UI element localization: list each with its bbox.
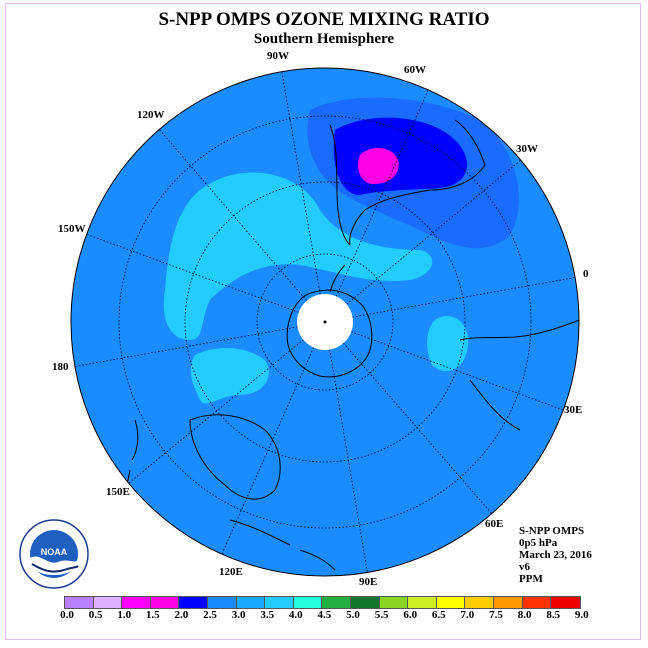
colorbar-segment	[293, 597, 323, 608]
colorbar-segment	[265, 597, 294, 608]
info-date: March 23, 2016	[519, 549, 592, 561]
lon-label-180: 180	[52, 361, 69, 373]
info-units: PPM	[519, 573, 543, 585]
colorbar-segment	[436, 597, 466, 608]
colorbar-tick-label: 7.0	[460, 609, 475, 621]
low-ozone-patch-east	[427, 316, 469, 372]
lon-label-120e: 120E	[219, 566, 243, 578]
australia-coast	[189, 414, 281, 500]
colorbar-segment	[322, 597, 351, 608]
colorbar-tick-label: 0.0	[60, 609, 74, 621]
colorbar-segment	[65, 597, 94, 608]
noaa-logo-text: NOAA	[41, 547, 68, 557]
colorbar-tick-label: 1.5	[145, 609, 160, 621]
map-border	[70, 67, 580, 577]
noaa-logo: NOAA	[19, 519, 89, 589]
colorbar-segment	[408, 597, 437, 608]
colorbar-tick-label: 6.0	[403, 609, 418, 621]
map-subtitle: Southern Hemisphere	[253, 31, 395, 47]
colorbar-tick-label: 5.0	[346, 609, 360, 621]
lon-label-150w: 150W	[58, 223, 86, 235]
lon-label-30e: 30E	[564, 404, 583, 416]
lon-label-0: 0	[583, 268, 589, 280]
coastlines	[123, 119, 579, 571]
indonesia-coast	[229, 519, 336, 571]
colorbar-tick-label: 9.0	[574, 609, 589, 621]
lon-label-90w: 90W	[267, 50, 289, 62]
colorbar-tick-label: 4.0	[288, 609, 303, 621]
figure-frame	[5, 3, 641, 640]
info-pressure: 0p5 hPa	[519, 537, 558, 549]
colorbar-segment	[551, 597, 580, 608]
colorbar-tick-label: 1.0	[117, 609, 132, 621]
lon-label-30w: 30W	[516, 143, 538, 155]
colorbar-segment	[465, 597, 494, 608]
lon-label-120w: 120W	[137, 109, 165, 121]
colorbar-segment	[236, 597, 266, 608]
south-america-coast	[329, 119, 486, 246]
peak-ozone-region	[358, 148, 399, 185]
colorbar-tick-label: 2.5	[203, 609, 217, 621]
pole-point	[323, 320, 327, 324]
colorbar-segment	[379, 597, 409, 608]
map-title: S-NPP OMPS OZONE MIXING RATIO	[158, 9, 490, 30]
colorbar-segment	[493, 597, 523, 608]
antarctica-coast	[286, 289, 373, 378]
colorbar-segment	[350, 597, 380, 608]
colorbar-segment	[207, 597, 237, 608]
antarctic-peninsula	[329, 264, 346, 293]
info-version: v6	[519, 561, 530, 573]
colorbar-tick-label: 4.5	[317, 609, 332, 621]
colorbar-segment	[122, 597, 151, 608]
africa-coast	[459, 319, 579, 431]
lon-label-60w: 60W	[404, 64, 426, 76]
colorbar-tick-label: 8.5	[546, 609, 561, 621]
low-ozone-band-west	[163, 172, 433, 340]
low-ozone-band-south	[190, 348, 269, 404]
colorbar-tick-label: 3.0	[231, 609, 246, 621]
lon-label-90e: 90E	[359, 576, 378, 588]
colorbar-tick-label: 5.5	[374, 609, 389, 621]
colorbar	[64, 596, 581, 609]
lon-label-60e: 60E	[485, 518, 504, 530]
colorbar-segment	[93, 597, 123, 608]
colorbar-tick-label: 0.5	[88, 609, 103, 621]
colorbar-tick-label: 8.0	[517, 609, 532, 621]
info-instrument: S-NPP OMPS	[519, 525, 585, 537]
colorbar-segment	[522, 597, 552, 608]
colorbar-segment	[150, 597, 180, 608]
graticule	[71, 68, 579, 576]
colorbar-tick-label: 6.5	[431, 609, 446, 621]
colorbar-tick-label: 2.0	[174, 609, 189, 621]
colorbar-tick-label: 7.5	[489, 609, 503, 621]
colorbar-segment	[179, 597, 208, 608]
colorbar-tick-label: 3.5	[260, 609, 275, 621]
lon-label-150e: 150E	[106, 486, 130, 498]
